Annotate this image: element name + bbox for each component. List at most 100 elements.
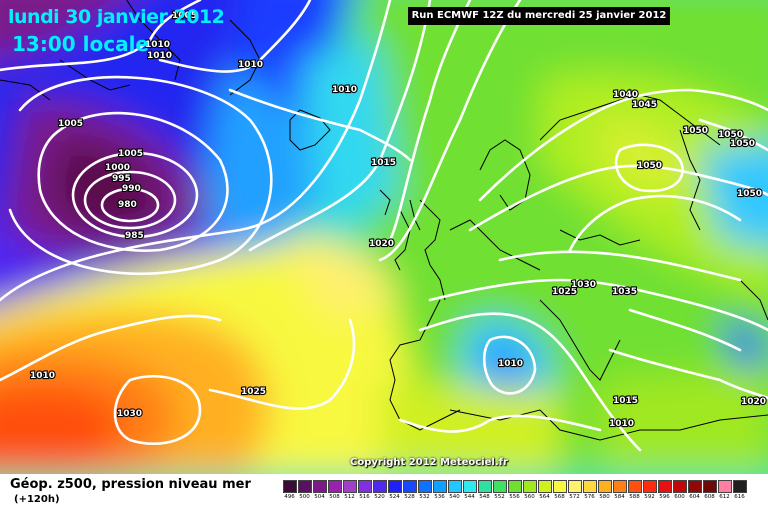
scale-color bbox=[732, 480, 747, 493]
scale-color bbox=[672, 480, 687, 493]
scale-color bbox=[477, 480, 492, 493]
scale-color bbox=[327, 480, 342, 493]
scale-color bbox=[402, 480, 417, 493]
pressure-label-1015-atl: 1015 bbox=[371, 158, 396, 168]
scale-value: 536 bbox=[434, 494, 445, 500]
scale-swatch: 496 bbox=[282, 480, 297, 504]
scale-value: 604 bbox=[689, 494, 700, 500]
pressure-label-1010-sw: 1010 bbox=[30, 371, 55, 381]
pressure-label-1010-med: 1010 bbox=[498, 359, 523, 369]
scale-swatch: 516 bbox=[357, 480, 372, 504]
scale-swatch: 576 bbox=[582, 480, 597, 504]
pressure-label-1010-north: 1010 bbox=[238, 60, 263, 70]
scale-color bbox=[297, 480, 312, 493]
scale-value: 564 bbox=[539, 494, 550, 500]
scale-value: 556 bbox=[509, 494, 520, 500]
scale-value: 552 bbox=[494, 494, 505, 500]
pressure-label-1050-b: 1050 bbox=[718, 130, 743, 140]
pressure-label-1010-atl: 1010 bbox=[332, 85, 357, 95]
scale-swatch: 580 bbox=[597, 480, 612, 504]
model-run-info: Run ECMWF 12Z du mercredi 25 janvier 201… bbox=[408, 7, 670, 25]
scale-color bbox=[282, 480, 297, 493]
pressure-label-990: 990 bbox=[122, 184, 141, 194]
scale-swatch: 568 bbox=[552, 480, 567, 504]
scale-color bbox=[657, 480, 672, 493]
isobars bbox=[0, 0, 768, 450]
pressure-label-980: 980 bbox=[118, 200, 137, 210]
scale-swatch: 584 bbox=[612, 480, 627, 504]
scale-value: 572 bbox=[569, 494, 580, 500]
scale-swatch: 512 bbox=[342, 480, 357, 504]
pressure-label-1030-eu: 1030 bbox=[571, 280, 596, 290]
scale-color bbox=[462, 480, 477, 493]
scale-color bbox=[567, 480, 582, 493]
scale-swatch: 604 bbox=[687, 480, 702, 504]
scale-value: 612 bbox=[719, 494, 730, 500]
scale-value: 560 bbox=[524, 494, 535, 500]
pressure-label-1015-med: 1015 bbox=[613, 396, 638, 406]
scale-value: 600 bbox=[674, 494, 685, 500]
scale-color bbox=[447, 480, 462, 493]
scale-color bbox=[597, 480, 612, 493]
scale-color bbox=[612, 480, 627, 493]
scale-value: 516 bbox=[359, 494, 370, 500]
scale-color bbox=[372, 480, 387, 493]
scale-value: 548 bbox=[479, 494, 490, 500]
scale-value: 616 bbox=[734, 494, 745, 500]
scale-swatch: 540 bbox=[447, 480, 462, 504]
scale-value: 576 bbox=[584, 494, 595, 500]
scale-color bbox=[627, 480, 642, 493]
scale-swatch: 592 bbox=[642, 480, 657, 504]
scale-value: 544 bbox=[464, 494, 475, 500]
scale-value: 528 bbox=[404, 494, 415, 500]
scale-value: 504 bbox=[314, 494, 325, 500]
scale-value: 520 bbox=[374, 494, 385, 500]
scale-color bbox=[552, 480, 567, 493]
geopotential-map: 1005 1010 1010 1010 1005 1005 1000 995 9… bbox=[0, 0, 768, 474]
scale-color bbox=[582, 480, 597, 493]
scale-color bbox=[642, 480, 657, 493]
scale-color bbox=[717, 480, 732, 493]
pressure-label-1005-west: 1005 bbox=[58, 119, 83, 129]
scale-color bbox=[417, 480, 432, 493]
scale-value: 508 bbox=[329, 494, 340, 500]
pressure-label-1025-sw: 1025 bbox=[241, 387, 266, 397]
pressure-label-1050-c: 1050 bbox=[730, 139, 755, 149]
scale-swatch: 596 bbox=[657, 480, 672, 504]
scale-swatch: 556 bbox=[507, 480, 522, 504]
color-scale-legend: 496 500 504 508 512 516 520 524 528 532 536 540 544 5… bbox=[282, 480, 747, 504]
pressure-label-1020-east: 1020 bbox=[741, 397, 766, 407]
scale-swatch: 524 bbox=[387, 480, 402, 504]
forecast-lead-time: (+120h) bbox=[14, 494, 60, 505]
pressure-label-1000: 1000 bbox=[105, 163, 130, 173]
pressure-label-1050-e: 1050 bbox=[737, 189, 762, 199]
scale-value: 500 bbox=[299, 494, 310, 500]
pressure-label-1025-eu: 1025 bbox=[552, 287, 577, 297]
geopotential-field bbox=[0, 0, 768, 474]
pressure-label-1030-sw: 1030 bbox=[117, 409, 142, 419]
scale-color bbox=[702, 480, 717, 493]
pressure-label-985: 985 bbox=[125, 231, 144, 241]
forecast-date: lundi 30 janvier 2012 bbox=[8, 6, 225, 28]
pressure-label-1020-atl: 1020 bbox=[369, 239, 394, 249]
scale-swatch: 552 bbox=[492, 480, 507, 504]
pressure-label-1005-inner: 1005 bbox=[118, 149, 143, 159]
scale-swatch: 532 bbox=[417, 480, 432, 504]
scale-color bbox=[522, 480, 537, 493]
scale-swatch: 528 bbox=[402, 480, 417, 504]
scale-swatch: 500 bbox=[297, 480, 312, 504]
scale-swatch: 548 bbox=[477, 480, 492, 504]
scale-value: 596 bbox=[659, 494, 670, 500]
scale-swatch: 564 bbox=[537, 480, 552, 504]
scale-value: 524 bbox=[389, 494, 400, 500]
scale-value: 568 bbox=[554, 494, 565, 500]
scale-color bbox=[357, 480, 372, 493]
scale-swatch: 572 bbox=[567, 480, 582, 504]
map-title: Géop. z500, pression niveau mer bbox=[10, 477, 251, 492]
pressure-label-1035-eu: 1035 bbox=[612, 287, 637, 297]
scale-value: 592 bbox=[644, 494, 655, 500]
pressure-label-1005-nw: 1005 bbox=[172, 11, 197, 21]
copyright-notice: Copyright 2012 Meteociel.fr bbox=[350, 457, 508, 468]
pressure-label-1050-d: 1050 bbox=[637, 161, 662, 171]
scale-swatch: 612 bbox=[717, 480, 732, 504]
